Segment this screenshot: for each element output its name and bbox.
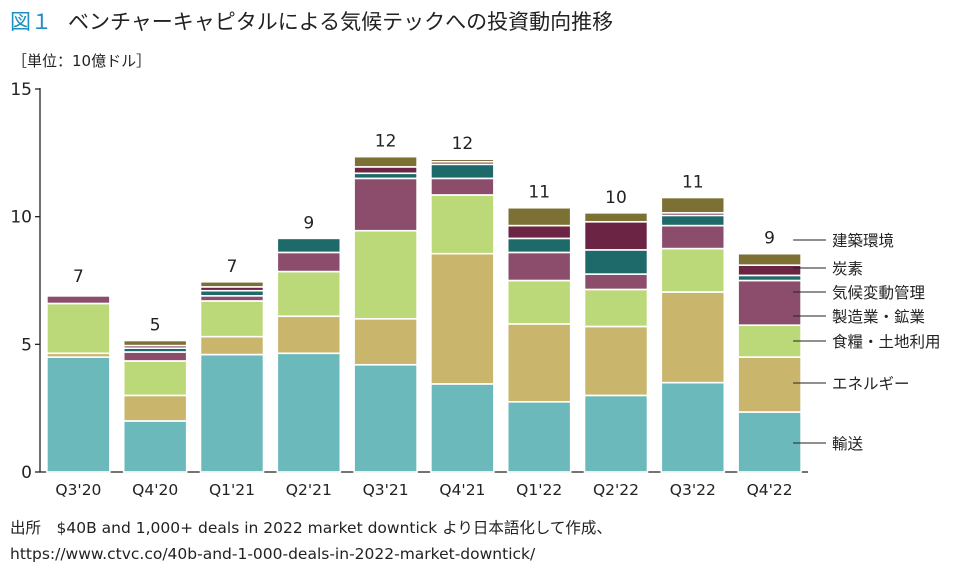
bar-segment-manufacturing [583,273,649,291]
bar-segment-food [737,324,802,358]
unit-label: ［単位：10億ドル］ [12,52,152,70]
bar-segment-carbon [583,220,649,251]
bar-segment-building [199,280,265,288]
bar-total-label: 11 [528,183,550,203]
legend-label-food: 食糧・土地利用 [832,333,941,351]
bar-segment-manufacturing [122,351,188,362]
bar-segment-manufacturing [46,295,111,305]
legend-label-building: 建築環境 [832,231,894,250]
x-tick-label: Q3'22 [670,481,716,499]
bar-segment-energy [737,356,802,413]
bar-segment-transport [430,383,495,473]
bar-segment-energy [583,325,649,397]
bar-total-label: 7 [73,267,84,287]
bar-segment-transport [122,420,188,473]
bar-segment-transport [353,363,418,473]
source-line-1: 出所 $40B and 1,000+ deals in 2022 market … [10,519,612,537]
bar-segment-energy [353,317,418,366]
bar-segment-transport [199,353,265,473]
bar-segment-food [46,302,111,355]
x-tick-label: Q1'21 [209,481,255,499]
bar-segment-food [353,229,418,320]
bar-segment-energy [276,315,342,355]
bar-segment-manufacturing [660,224,726,250]
bar-segment-food [122,360,188,397]
bar-segment-food [430,194,495,255]
bar-segment-food [506,279,572,325]
bar-segment-energy [199,335,265,356]
bar-segment-climate [660,214,726,227]
legend-label-carbon: 炭素 [832,260,863,278]
bar-segment-carbon [737,264,802,277]
bar-segment-carbon [506,224,572,240]
bar-segment-building [353,155,418,168]
bar-segment-manufacturing [737,279,802,326]
x-tick-label: Q2'22 [593,481,639,499]
bar-segment-food [276,270,342,318]
bar-segment-transport [660,381,726,473]
title-text: ベンチャーキャピタルによる気候テックへの投資動向推移 [68,10,614,34]
bar-segment-energy [122,394,188,422]
bar-segment-climate [506,237,572,254]
bar-segment-building [660,196,726,214]
bar-segment-building [506,206,572,227]
y-tick-label: 5 [21,335,32,355]
chart-title: 図１ ベンチャーキャピタルによる気候テックへの投資動向推移 [10,6,613,36]
x-tick-label: Q3'21 [363,481,409,499]
source-note: 出所 $40B and 1,000+ deals in 2022 market … [10,515,612,567]
bar-segment-building [583,212,649,223]
bar-total-label: 12 [452,134,474,154]
bar-total-label: 9 [764,229,775,249]
x-tick-label: Q4'22 [747,481,793,499]
bar-segment-energy [660,291,726,384]
stacked-bar-chart: 0 5 10 15 7 Q3'20 5 Q4'20 7 Q1'21 9 Q2'21 12 Q3'21 12 Q… [10,80,941,499]
legend-label-climate: 気候変動管理 [832,284,925,302]
legend-label-energy: エネルギー [832,375,910,393]
bar-segment-building [737,252,802,266]
bar-segment-food [583,288,649,328]
legend-label-transport: 輸送 [832,435,864,453]
figure-label: 図１ [10,10,52,34]
y-tick-label: 15 [10,80,32,100]
bar-total-label: 12 [375,132,397,152]
bar-total-label: 10 [605,188,627,208]
bar-total-label: 9 [303,213,314,233]
bar-segment-manufacturing [276,251,342,273]
bar-segment-food [199,300,265,338]
bar-total-label: 11 [682,173,704,193]
bar-segment-manufacturing [506,251,572,282]
x-tick-label: Q2'21 [286,481,332,499]
bar-segment-climate [276,237,342,254]
bar-segment-building [46,291,111,295]
bar-total-label: 7 [227,257,238,277]
x-tick-label: Q3'20 [55,481,101,499]
legend-label-manufacturing: 製造業・鉱業 [832,308,925,326]
bar-segment-transport [46,356,111,473]
x-tick-label: Q4'21 [439,481,485,499]
x-tick-label: Q4'20 [132,481,178,499]
bar-segment-transport [276,352,342,473]
bar-segment-building [430,158,495,163]
bar-segment-carbon [353,166,418,175]
bar-total-label: 5 [150,316,161,336]
bar-segment-manufacturing [353,177,418,232]
source-line-2: https://www.ctvc.co/40b-and-1-000-deals-… [10,545,536,563]
bar-segment-energy [430,252,495,385]
x-tick-label: Q1'22 [516,481,562,499]
bar-segment-climate [583,249,649,275]
bar-segment-manufacturing [430,177,495,196]
bar-segment-transport [737,411,802,473]
bar-segment-transport [583,394,649,473]
bar-segment-food [660,247,726,293]
bar-segment-transport [506,400,572,473]
bar-segment-energy [506,323,572,403]
y-tick-label: 0 [21,463,32,483]
bar-segment-building [122,339,188,347]
y-tick-label: 10 [10,208,32,228]
bar-segment-climate [430,163,495,180]
